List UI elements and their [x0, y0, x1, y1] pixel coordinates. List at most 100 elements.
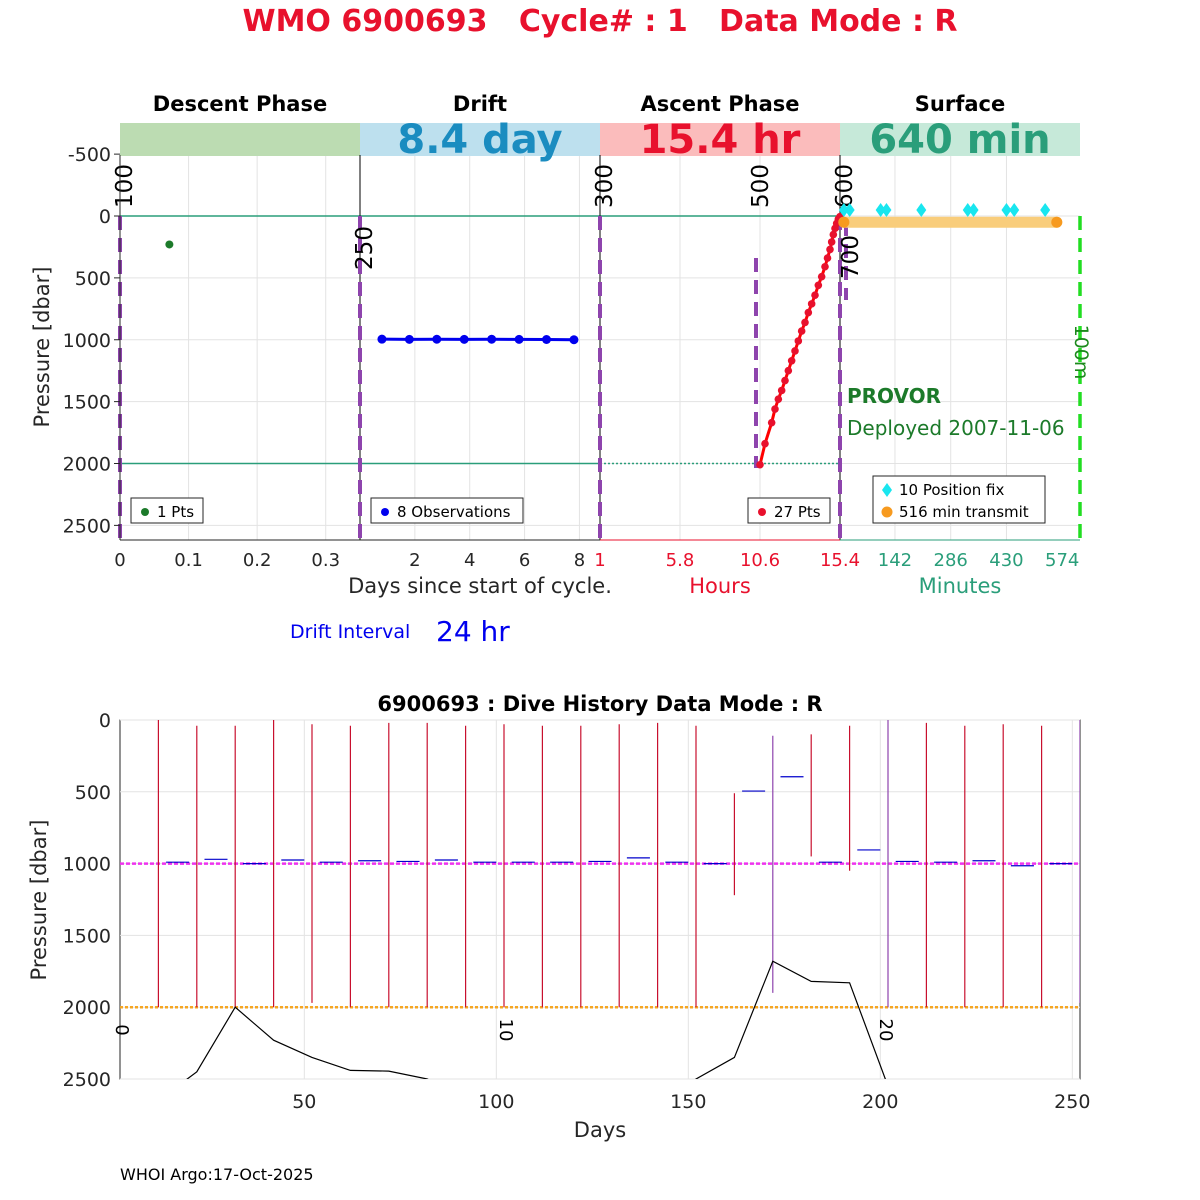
phase-bar-drift: [360, 123, 600, 156]
ascent-point: [797, 327, 806, 335]
top-y-tick-label: 2500: [63, 515, 111, 537]
legend-ascent-marker: [758, 508, 766, 516]
history-x-tick-label: 100: [478, 1091, 514, 1113]
bottom-depth-line: [186, 960, 886, 1079]
cycle-label: 0: [111, 1024, 132, 1035]
ascent-point: [821, 262, 829, 271]
ascent-point: [777, 386, 786, 395]
ascent-point: [814, 281, 823, 290]
legend-ascent-text: 27 Pts: [774, 503, 821, 521]
days-tick-label: 0.1: [174, 550, 203, 571]
drift-point: [432, 334, 442, 344]
legend-drift-marker: [381, 508, 389, 516]
position-fix-point: [962, 203, 973, 217]
legend-surface-marker: [882, 483, 892, 497]
legend-drift-text: 8 Observations: [397, 503, 511, 521]
hours-tick-label: 10.6: [740, 550, 780, 571]
phase-bar-descent: [120, 123, 360, 156]
drift-point: [377, 334, 387, 344]
minutes-tick-label: 574: [1045, 550, 1079, 571]
top-y-tick-label: 500: [75, 268, 111, 290]
top-y-tick-label: 1500: [63, 392, 111, 414]
footer-credit: WHOI Argo:17-Oct-2025: [120, 1165, 314, 1184]
ascent-point: [774, 395, 783, 403]
drift-interval-value: 24 hr: [436, 615, 510, 648]
history-x-tick-label: 150: [670, 1091, 706, 1113]
drift-days-tick-label: 6: [519, 550, 530, 571]
ascent-point: [787, 356, 796, 365]
float-type: PROVOR: [847, 384, 941, 408]
drift-point: [487, 334, 497, 344]
legend-drift: 8 Observations: [370, 497, 524, 524]
top-y-tick-label: 2000: [63, 454, 111, 476]
ascent-point: [801, 318, 809, 327]
top-y-axis-label: Pressure [dbar]: [30, 267, 54, 428]
drift-days-tick-label: 2: [409, 550, 420, 571]
phase-bar-ascent: [600, 123, 840, 156]
legend-descent: 1 Pts: [130, 497, 204, 524]
ascent-point: [794, 337, 803, 345]
ascent-point: [761, 439, 769, 448]
hours-axis-label: Hours: [689, 574, 751, 598]
drift-point: [514, 334, 524, 344]
drift-point: [459, 334, 469, 344]
position-fix-point: [1001, 203, 1012, 217]
deploy-date: Deployed 2007-11-06: [847, 416, 1065, 440]
position-fix-point: [968, 203, 979, 217]
history-plot-area: [119, 719, 1081, 1080]
ascent-point: [767, 418, 776, 427]
legend-descent-marker: [141, 508, 149, 516]
main-title: WMO 6900693 Cycle# : 1 Data Mode : R: [242, 4, 958, 39]
legend-surface-marker: [881, 506, 893, 518]
marker-label-500: 500: [748, 164, 774, 208]
position-fix-point: [881, 203, 892, 217]
history-y-tick-label: 2500: [63, 1069, 111, 1091]
history-y-tick-label: 1500: [63, 925, 111, 947]
days-axis-label: Days since start of cycle.: [348, 574, 612, 598]
marker-label-100: 100: [112, 164, 138, 208]
position-fix-point: [1040, 203, 1051, 217]
minutes-tick-label: 286: [934, 550, 968, 571]
history-title: 6900693 : Dive History Data Mode : R: [377, 692, 822, 716]
history-series: [120, 720, 1080, 1079]
ascent-point: [791, 347, 799, 355]
marker-label-700: 700: [838, 235, 864, 279]
marker-label-600: 600: [832, 164, 858, 208]
drift-point: [404, 334, 414, 344]
history-x-tick-label: 200: [862, 1091, 898, 1113]
ascent-point: [827, 238, 836, 246]
cycle-label: 20: [875, 1019, 896, 1042]
history-y-axis-label: Pressure [dbar]: [27, 820, 51, 981]
position-fix-point: [1009, 203, 1020, 217]
history-x-tick-label: 250: [1054, 1091, 1090, 1113]
phase-bar-surface: [840, 123, 1080, 156]
position-fix-point: [916, 203, 927, 217]
ascent-point: [829, 230, 838, 239]
history-x-tick-label: 50: [292, 1091, 316, 1113]
ascent-point: [817, 272, 826, 281]
marker-label-100m: 100m: [1070, 325, 1092, 380]
top-y-tick-label: 1000: [63, 330, 111, 352]
ascent-point: [784, 366, 793, 375]
ascent-point: [781, 376, 789, 385]
legend-surface-text: 10 Position fix: [899, 481, 1004, 499]
transmit-point: [1051, 216, 1063, 228]
phase-duration-ascent: 15.4 hr: [640, 117, 801, 163]
legend-drift-box: [370, 497, 524, 524]
position-fix-point: [875, 203, 886, 217]
drift-days-tick-label: 8: [574, 550, 585, 571]
drift-days-tick-label: 4: [464, 550, 475, 571]
legend-surface: 10 Position fix 516 min transmit: [872, 475, 1046, 524]
history-y-tick-label: 0: [99, 710, 111, 732]
hours-tick-label: 5.8: [666, 550, 695, 571]
days-tick-label: 0.3: [311, 550, 340, 571]
position-fix-point: [844, 203, 855, 217]
days-tick-label: 0: [114, 550, 125, 571]
phase-title-surface: Surface: [915, 92, 1005, 116]
phase-duration-surface: 640 min: [869, 117, 1050, 163]
phase-title-drift: Drift: [453, 92, 507, 116]
minutes-axis-label: Minutes: [919, 574, 1002, 598]
hours-tick-label: 1: [594, 550, 605, 571]
history-y-tick-label: 500: [75, 782, 111, 804]
